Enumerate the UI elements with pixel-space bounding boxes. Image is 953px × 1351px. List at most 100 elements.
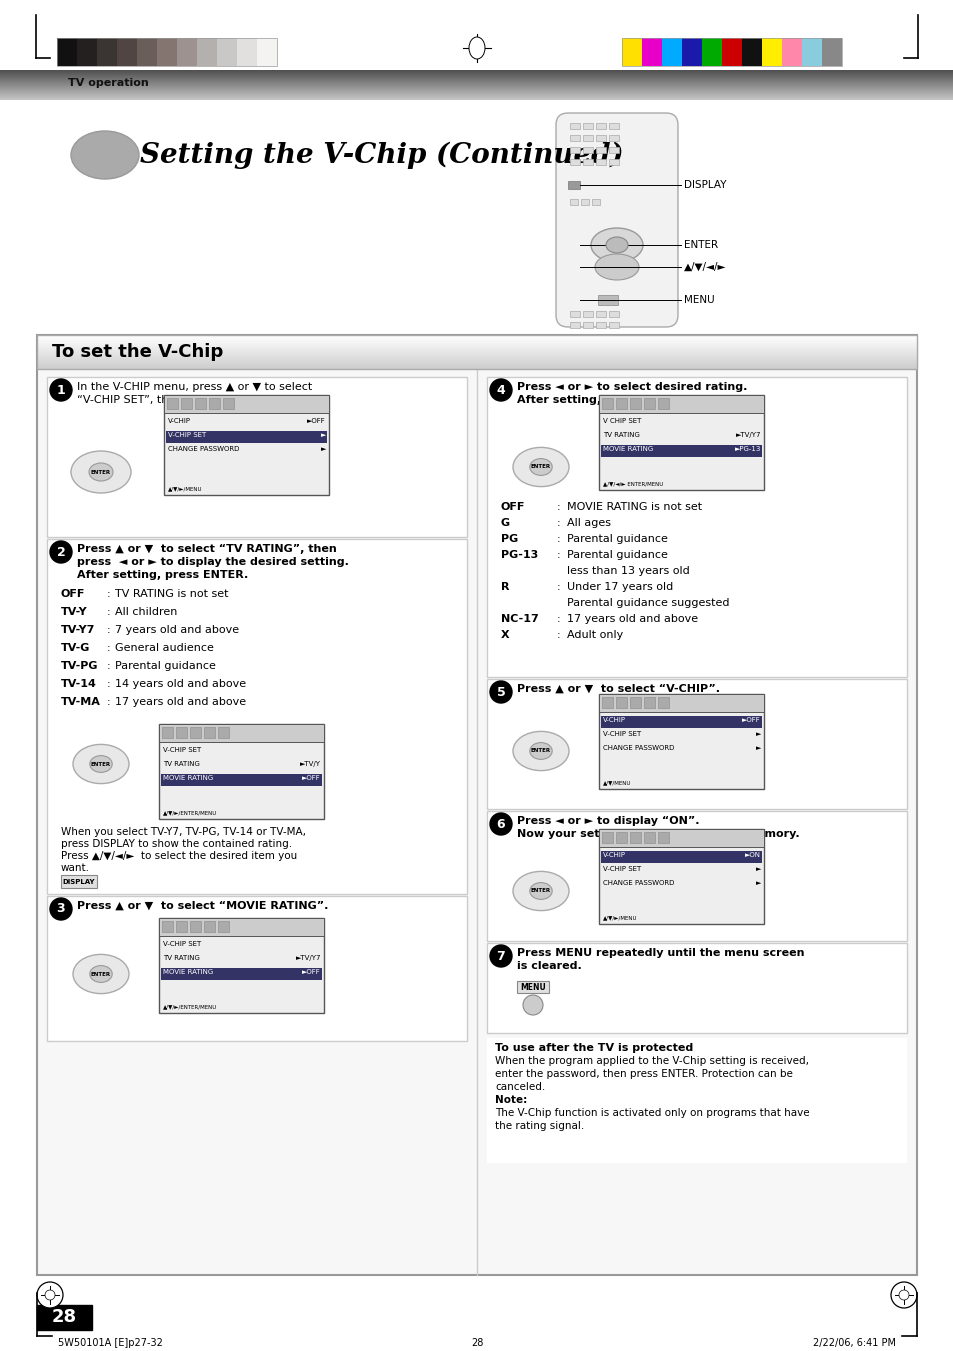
Bar xyxy=(600,444,761,457)
Bar xyxy=(761,38,781,66)
Bar xyxy=(117,38,137,66)
Text: ▲/▼/►/ENTER/MENU: ▲/▼/►/ENTER/MENU xyxy=(163,1004,217,1009)
Bar xyxy=(608,135,618,141)
Bar xyxy=(641,38,661,66)
Text: is cleared.: is cleared. xyxy=(517,961,581,971)
Text: ►TV/Y: ►TV/Y xyxy=(299,761,320,767)
Text: ►ON: ►ON xyxy=(744,852,760,858)
Bar xyxy=(159,724,324,819)
Bar xyxy=(175,727,187,738)
Bar xyxy=(621,38,641,66)
Bar xyxy=(741,38,761,66)
Bar xyxy=(598,295,618,305)
Text: 7: 7 xyxy=(497,950,505,962)
Bar xyxy=(190,727,201,738)
Bar xyxy=(97,38,117,66)
Bar xyxy=(204,727,214,738)
Text: V-CHIP: V-CHIP xyxy=(602,852,625,858)
Bar xyxy=(600,851,761,863)
Text: CHANGE PASSWORD: CHANGE PASSWORD xyxy=(602,880,674,886)
Bar xyxy=(629,697,640,708)
Bar xyxy=(601,697,613,708)
Text: Note:: Note: xyxy=(495,1096,527,1105)
Bar xyxy=(57,38,276,66)
Bar xyxy=(598,694,763,712)
Text: To use after the TV is protected: To use after the TV is protected xyxy=(495,1043,693,1052)
Text: MOVIE RATING: MOVIE RATING xyxy=(602,446,653,453)
Bar xyxy=(0,70,953,100)
Text: TV RATING: TV RATING xyxy=(163,761,200,767)
Text: ENTER: ENTER xyxy=(91,470,111,474)
Ellipse shape xyxy=(71,451,131,493)
Ellipse shape xyxy=(513,871,568,911)
Text: Press ▲ or ▼  to select “TV RATING”, then: Press ▲ or ▼ to select “TV RATING”, then xyxy=(77,544,336,554)
Bar xyxy=(569,135,579,141)
Bar xyxy=(486,943,906,1034)
Bar xyxy=(486,377,906,677)
Text: 14 years old and above: 14 years old and above xyxy=(115,680,246,689)
Text: Setting the V-Chip (Continued): Setting the V-Chip (Continued) xyxy=(140,142,623,169)
Ellipse shape xyxy=(529,882,552,900)
Text: 28: 28 xyxy=(51,1308,76,1325)
Text: MOVIE RATING: MOVIE RATING xyxy=(163,775,213,781)
Text: Press MENU repeatedly until the menu screen: Press MENU repeatedly until the menu scr… xyxy=(517,948,803,958)
Text: TV-Y: TV-Y xyxy=(61,607,88,617)
Text: PG-13: PG-13 xyxy=(500,550,537,561)
Text: TV RATING: TV RATING xyxy=(602,432,639,438)
Text: ▲/▼/►/ENTER/MENU: ▲/▼/►/ENTER/MENU xyxy=(163,811,217,815)
Text: V-CHIP SET: V-CHIP SET xyxy=(163,942,201,947)
Bar xyxy=(166,431,327,443)
Ellipse shape xyxy=(590,228,642,262)
Text: V-CHIP: V-CHIP xyxy=(168,417,191,424)
Text: :: : xyxy=(557,613,560,624)
Bar xyxy=(37,1305,91,1329)
Text: MENU: MENU xyxy=(683,295,714,305)
Text: ►: ► xyxy=(755,731,760,738)
Text: ►: ► xyxy=(755,880,760,886)
Text: 7 years old and above: 7 years old and above xyxy=(115,626,239,635)
Text: press DISPLAY to show the contained rating.: press DISPLAY to show the contained rati… xyxy=(61,839,292,848)
Ellipse shape xyxy=(73,954,129,993)
Text: V CHIP SET: V CHIP SET xyxy=(602,417,640,424)
Text: ►PG-13: ►PG-13 xyxy=(734,446,760,453)
Text: :: : xyxy=(107,680,111,689)
Text: :: : xyxy=(107,643,111,653)
Text: 5: 5 xyxy=(497,685,505,698)
Text: R: R xyxy=(500,582,509,592)
Bar xyxy=(47,896,467,1042)
Bar xyxy=(582,311,593,317)
Text: TV operation: TV operation xyxy=(68,78,149,88)
Text: Parental guidance: Parental guidance xyxy=(566,534,667,544)
Text: G: G xyxy=(500,517,510,528)
Bar xyxy=(582,159,593,165)
Bar xyxy=(77,38,97,66)
Bar xyxy=(161,774,322,786)
Text: :: : xyxy=(557,534,560,544)
Ellipse shape xyxy=(529,458,552,476)
Text: V-CHIP SET: V-CHIP SET xyxy=(602,866,640,871)
Text: ENTER: ENTER xyxy=(91,971,111,977)
Bar xyxy=(608,322,618,328)
Text: When the program applied to the V-Chip setting is received,: When the program applied to the V-Chip s… xyxy=(495,1056,808,1066)
Text: DISPLAY: DISPLAY xyxy=(683,180,726,190)
Text: X: X xyxy=(500,630,509,640)
Bar xyxy=(569,123,579,128)
Text: ENTER: ENTER xyxy=(531,748,551,754)
Text: Adult only: Adult only xyxy=(566,630,622,640)
Text: ►: ► xyxy=(320,432,326,438)
Text: ▲/▼/►/MENU: ▲/▼/►/MENU xyxy=(168,486,202,490)
Bar xyxy=(161,969,322,979)
Text: CHANGE PASSWORD: CHANGE PASSWORD xyxy=(602,744,674,751)
Text: When you select TV-Y7, TV-PG, TV-14 or TV-MA,: When you select TV-Y7, TV-PG, TV-14 or T… xyxy=(61,827,306,838)
Text: MOVIE RATING: MOVIE RATING xyxy=(163,969,213,975)
Bar xyxy=(608,159,618,165)
Circle shape xyxy=(490,813,512,835)
Circle shape xyxy=(490,681,512,703)
Text: ►OFF: ►OFF xyxy=(307,417,326,424)
Circle shape xyxy=(522,994,542,1015)
Text: ►TV/Y7: ►TV/Y7 xyxy=(295,955,320,961)
Text: Now your settings were set into the memory.: Now your settings were set into the memo… xyxy=(517,830,799,839)
Circle shape xyxy=(50,898,71,920)
Text: MENU: MENU xyxy=(519,982,545,992)
Text: TV RATING: TV RATING xyxy=(163,955,200,961)
